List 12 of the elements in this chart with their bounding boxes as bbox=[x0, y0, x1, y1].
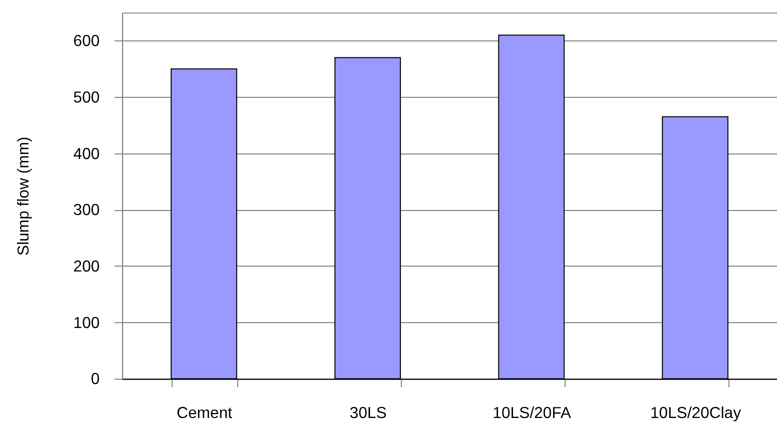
y-tick-label: 200 bbox=[73, 258, 100, 276]
x-tick-label: 30LS bbox=[350, 404, 387, 422]
y-tick-label: 400 bbox=[73, 146, 100, 163]
y-tick-label: 600 bbox=[73, 33, 100, 50]
y-tick-label: 500 bbox=[73, 90, 100, 107]
x-tick-label: 10LS/20Clay bbox=[650, 404, 742, 422]
y-axis-title: Slump flow (mm) bbox=[16, 136, 33, 256]
y-tick-label: 0 bbox=[90, 371, 100, 388]
x-tick-label: 10LS/20FA bbox=[492, 404, 572, 422]
x-tick-label: Cement bbox=[176, 404, 233, 422]
y-tick-label: 300 bbox=[73, 202, 100, 220]
y-tick-label: 100 bbox=[73, 314, 100, 332]
